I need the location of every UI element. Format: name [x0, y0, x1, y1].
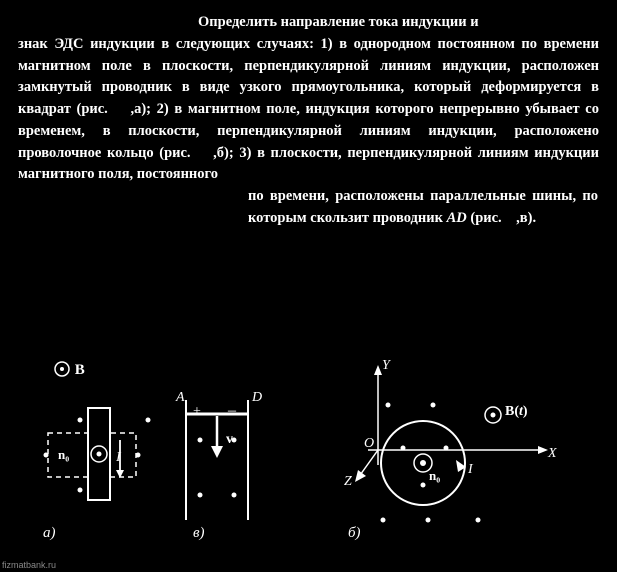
figures-container: B n₀ I а) A	[18, 370, 600, 550]
field-out-icon	[53, 360, 71, 378]
text-block: знак ЭДС индукции в следующих случаях: 1…	[18, 34, 599, 186]
figlabel-v: в)	[193, 525, 205, 542]
label-X: X	[548, 446, 557, 462]
label-B: B	[53, 360, 85, 379]
label-O: O	[364, 436, 374, 452]
B-text: B	[75, 362, 85, 378]
label-I-b: I	[468, 462, 473, 478]
label-Bt: B(t)	[505, 404, 528, 420]
label-minus: –	[228, 402, 236, 420]
tail-1: по времени, расположены параллельные шин…	[248, 188, 598, 226]
figure-a	[28, 380, 158, 530]
label-plus: +	[193, 404, 201, 420]
label-v: v	[226, 432, 233, 448]
text-line-1: Определить направление тока индукции и	[18, 12, 599, 34]
figure-b	[318, 360, 558, 540]
watermark: fizmatbank.ru	[2, 560, 56, 570]
tail-2: (рис. ,в).	[467, 210, 536, 226]
label-Y: Y	[382, 358, 390, 374]
figlabel-a: а)	[43, 525, 56, 542]
tail-AD: AD	[447, 210, 467, 226]
label-n0-b: n₀	[429, 468, 440, 484]
label-A: A	[176, 390, 185, 406]
label-D: D	[252, 390, 262, 406]
text-tail: по времени, расположены параллельные шин…	[248, 186, 598, 230]
label-I-a: I	[116, 450, 121, 466]
problem-text: Определить направление тока индукции и з…	[18, 12, 599, 230]
figlabel-b: б)	[348, 525, 361, 542]
label-n0-a: n₀	[58, 447, 69, 463]
label-Z: Z	[344, 474, 352, 490]
